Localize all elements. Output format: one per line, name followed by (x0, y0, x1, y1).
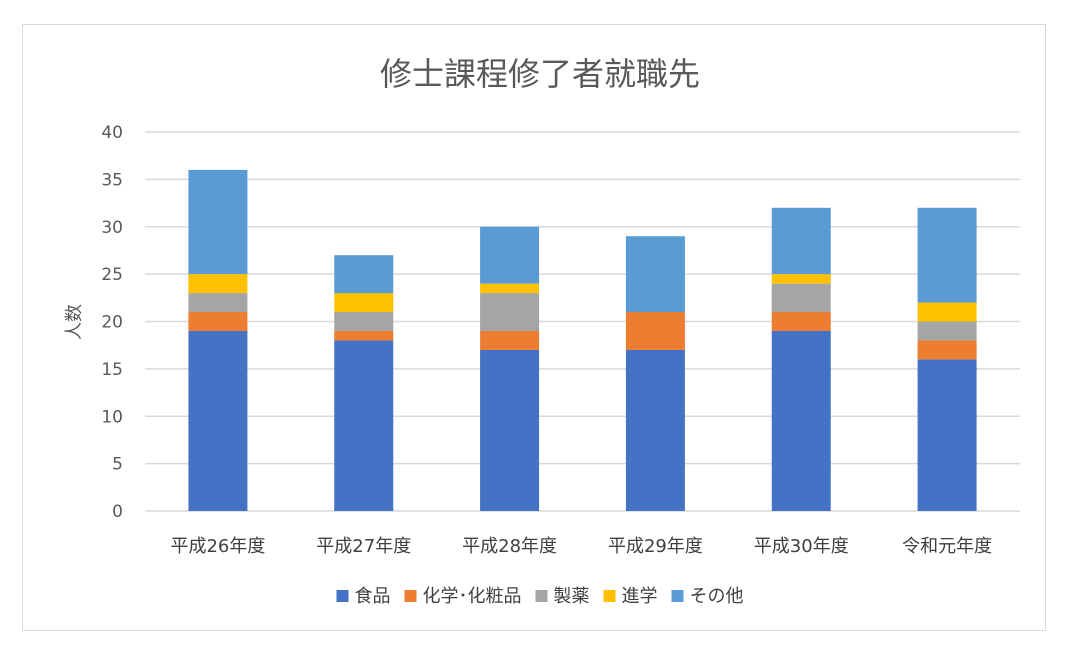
bars (188, 169, 977, 511)
bar-segment-平成26年度-食品 (188, 330, 248, 511)
y-tick-label: 35 (101, 170, 123, 190)
bar-segment-平成26年度-その他 (188, 169, 248, 275)
legend-item: その他 (671, 586, 744, 607)
legend-swatch (336, 590, 349, 602)
legend-swatch (535, 590, 548, 602)
x-tick-label: 平成28年度 (462, 536, 557, 557)
bar-segment-令和元年度-製薬 (917, 321, 977, 341)
gridlines (145, 131, 1020, 512)
legend: 食品 化学･化粧品 製薬 進学 その他 (336, 586, 744, 607)
bar-segment-平成28年度-化学･化粧品 (480, 330, 540, 350)
legend-label: 進学 (622, 586, 658, 607)
legend-label: 化学･化粧品 (423, 586, 522, 607)
y-tick-label: 25 (101, 265, 123, 285)
bar-segment-平成30年度-化学･化粧品 (771, 312, 831, 331)
y-axis-label: 人数 (64, 304, 85, 340)
chart-title: 修士課程修了者就職先 (380, 55, 700, 93)
legend-label: 製薬 (554, 586, 590, 607)
y-tick-label: 30 (101, 218, 123, 238)
bar-segment-平成30年度-製薬 (771, 283, 831, 313)
legend-item: 製薬 (535, 586, 590, 607)
bar-segment-平成30年度-食品 (771, 330, 831, 511)
bar-segment-平成26年度-進学 (188, 274, 248, 294)
bar-segment-平成26年度-製薬 (188, 293, 248, 313)
legend-swatch (671, 590, 684, 602)
bar-segment-平成30年度-進学 (771, 274, 831, 284)
legend-label: 食品 (355, 586, 391, 607)
bar-segment-平成27年度-進学 (334, 293, 394, 313)
bar-segment-平成28年度-食品 (480, 349, 540, 511)
y-tick-label: 5 (112, 455, 123, 475)
bar-segment-令和元年度-進学 (917, 302, 977, 322)
bar-segment-平成28年度-製薬 (480, 293, 540, 331)
x-tick-label: 平成30年度 (754, 536, 849, 557)
bar-segment-令和元年度-食品 (917, 359, 977, 511)
bar-segment-平成26年度-化学･化粧品 (188, 312, 248, 331)
chart-frame: 修士課程修了者就職先 人数 0 5 10 15 20 25 30 35 40 平成26年度 平成2… (22, 24, 1046, 631)
legend-swatch (404, 590, 417, 602)
x-tick-label: 平成26年度 (170, 536, 265, 557)
bar-segment-平成28年度-進学 (480, 283, 540, 294)
legend-label: その他 (690, 586, 744, 607)
y-tick-label: 40 (101, 123, 123, 143)
bar-segment-平成27年度-食品 (334, 340, 394, 511)
y-tick-label: 20 (101, 313, 123, 333)
bar-segment-平成29年度-その他 (625, 236, 685, 313)
legend-swatch (603, 590, 616, 602)
y-tick-label: 10 (101, 407, 123, 427)
legend-item: 化学･化粧品 (404, 586, 522, 607)
bar-segment-平成29年度-化学･化粧品 (625, 312, 685, 350)
y-axis-ticks: 0 5 10 15 20 25 30 35 40 (101, 123, 123, 522)
bar-segment-平成27年度-その他 (334, 255, 394, 294)
x-axis-labels: 平成26年度 平成27年度 平成28年度 平成29年度 平成30年度 令和元年度 (170, 536, 992, 557)
bar-segment-平成29年度-食品 (625, 349, 685, 511)
bar-segment-平成28年度-その他 (480, 226, 540, 284)
legend-item: 食品 (336, 586, 391, 607)
bar-segment-平成27年度-製薬 (334, 312, 394, 331)
y-tick-label: 0 (112, 502, 123, 522)
bar-segment-令和元年度-化学･化粧品 (917, 340, 977, 360)
legend-item: 進学 (603, 586, 658, 607)
bar-segment-平成30年度-その他 (771, 207, 831, 275)
x-tick-label: 平成29年度 (608, 536, 703, 557)
bar-segment-平成27年度-化学･化粧品 (334, 330, 394, 341)
y-tick-label: 15 (101, 360, 123, 380)
x-tick-label: 令和元年度 (902, 536, 992, 557)
bar-segment-令和元年度-その他 (917, 207, 977, 303)
x-tick-label: 平成27年度 (316, 536, 411, 557)
